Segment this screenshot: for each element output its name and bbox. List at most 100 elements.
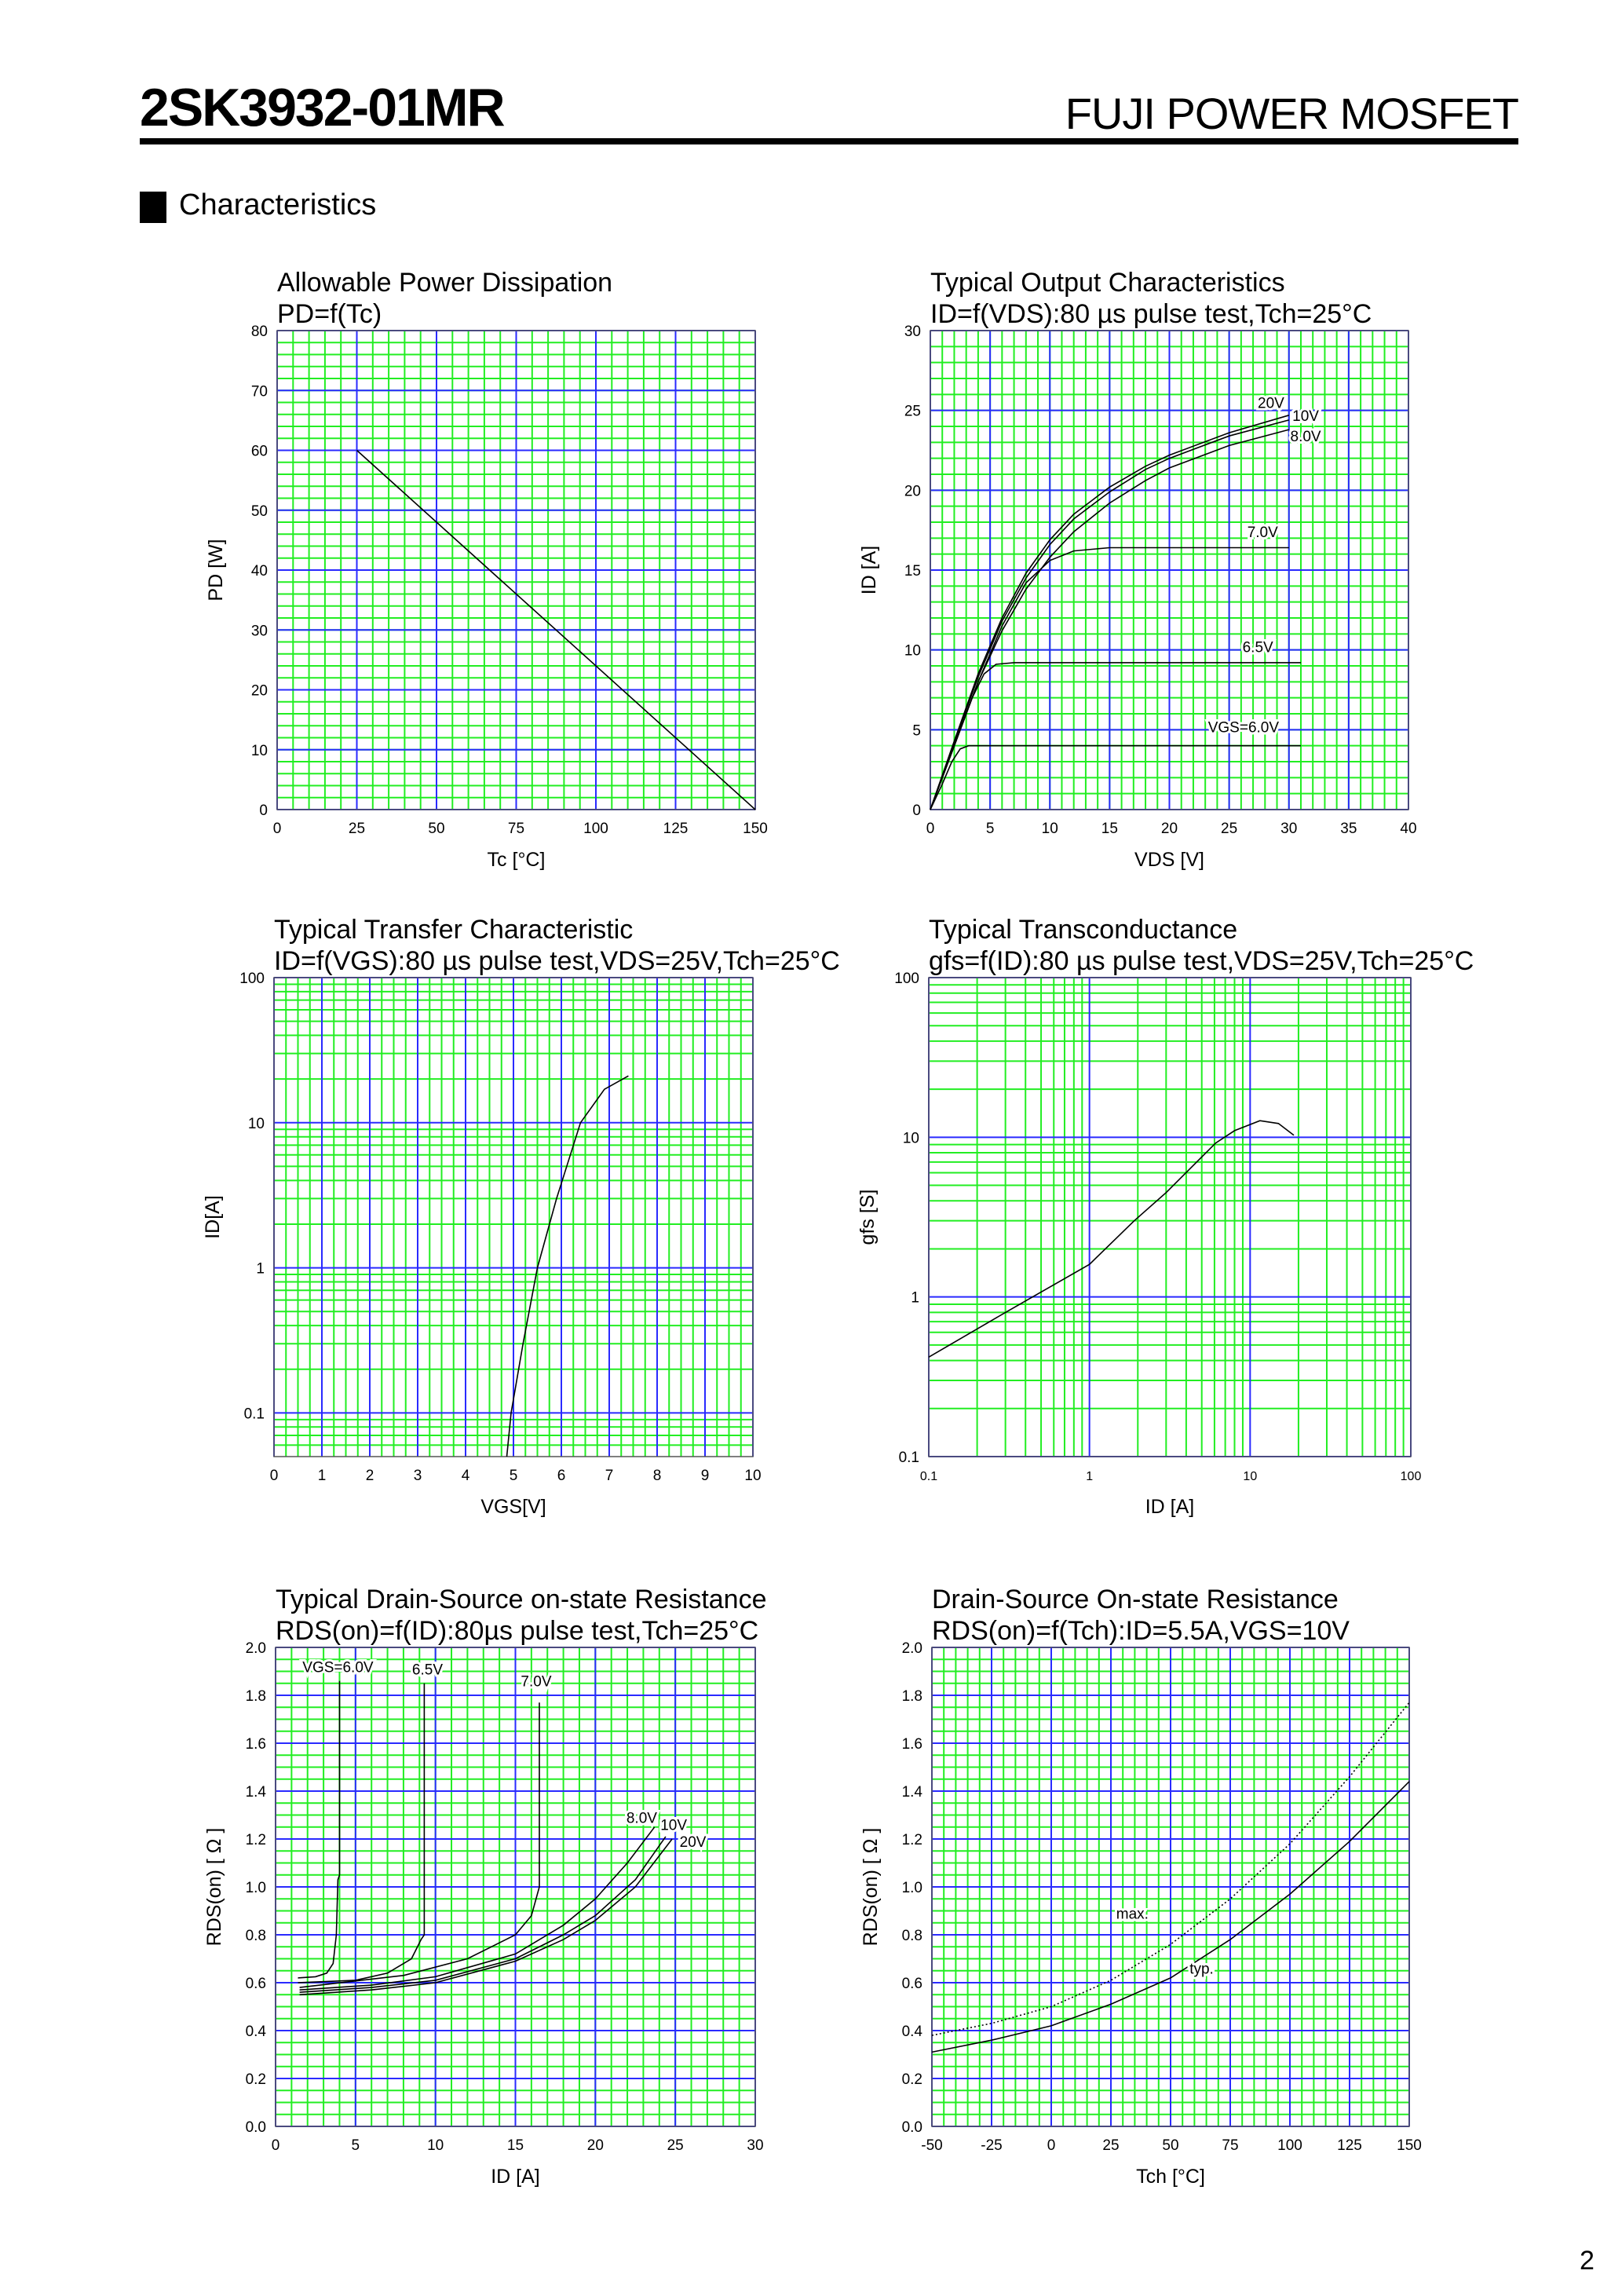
x-tick-label: 25 xyxy=(349,821,365,837)
series-curve-20v xyxy=(299,1838,673,1996)
x-tick-label: 50 xyxy=(428,821,444,837)
x-tick-label: 100 xyxy=(1277,2137,1302,2154)
y-tick-label: 0.4 xyxy=(902,2024,923,2040)
x-tick-label: 1 xyxy=(1086,1470,1093,1483)
chart-subtitle: gfs=f(ID):80 µs pulse test,VDS=25V,Tch=2… xyxy=(929,946,1474,976)
series-curve-vgs-6-0v xyxy=(930,744,1301,810)
y-tick-label: 20 xyxy=(251,683,268,700)
y-tick-label: 1.6 xyxy=(902,1736,922,1753)
y-tick-label: 30 xyxy=(251,623,268,639)
series-curve-typ xyxy=(931,1781,1410,2053)
y-tick-label: 1.4 xyxy=(902,1784,923,1801)
y-axis-label: ID[A] xyxy=(202,1195,224,1239)
x-tick-label: 10 xyxy=(744,1468,761,1484)
y-tick-label: 10 xyxy=(904,643,921,660)
x-tick-label: 9 xyxy=(701,1468,710,1484)
y-tick-label: 40 xyxy=(251,563,268,579)
y-tick-label: 100 xyxy=(894,971,919,987)
series-label: 20V xyxy=(1258,396,1284,412)
x-axis-label: Tc [°C] xyxy=(488,849,546,871)
y-tick-label: 10 xyxy=(248,1116,265,1132)
y-tick-label: 0 xyxy=(912,803,921,819)
plot-frame xyxy=(930,330,1409,810)
y-tick-label: 1.0 xyxy=(246,1880,266,1896)
series-label: 8.0V xyxy=(1291,429,1321,445)
plot-frame xyxy=(931,1647,1410,2127)
plot-frame xyxy=(928,977,1412,1457)
x-tick-label: 4 xyxy=(462,1468,470,1484)
y-tick-label: 0.8 xyxy=(902,1928,922,1944)
x-tick-label: 150 xyxy=(743,821,768,837)
x-tick-label: 125 xyxy=(1337,2137,1362,2154)
chart-subtitle: RDS(on)=f(ID):80µs pulse test,Tch=25°C xyxy=(276,1616,758,1646)
y-tick-label: 2.0 xyxy=(246,1640,266,1657)
x-tick-label: 15 xyxy=(507,2137,524,2154)
chart-6: -50 -25 0 25 50 75 100 125 150 0.0 0.2 0.4 0.6 0.8 1.0… xyxy=(860,1585,1422,2188)
header-rule xyxy=(140,138,1518,144)
chart-subtitle: ID=f(VGS):80 µs pulse test,VDS=25V,Tch=2… xyxy=(274,946,840,976)
x-tick-label: 75 xyxy=(1222,2137,1238,2154)
x-tick-label: 6 xyxy=(557,1468,566,1484)
y-tick-label: 1.0 xyxy=(902,1880,922,1896)
x-tick-label: 0 xyxy=(1047,2137,1056,2154)
x-tick-label: 125 xyxy=(663,821,689,837)
series-curve-8-0v xyxy=(930,429,1290,810)
y-axis-label: gfs [S] xyxy=(857,1190,879,1245)
plot-frame xyxy=(275,1647,756,2127)
x-tick-label: 20 xyxy=(587,2137,604,2154)
y-tick-label: 5 xyxy=(912,722,921,739)
y-tick-label: 0.0 xyxy=(902,2119,922,2136)
x-tick-label: 10 xyxy=(1042,821,1058,837)
y-axis-label: RDS(on) [ Ω ] xyxy=(860,1828,882,1947)
y-tick-label: 0.6 xyxy=(246,1976,266,1992)
x-tick-label: 0.1 xyxy=(920,1470,937,1483)
x-tick-label: 35 xyxy=(1340,821,1357,837)
series-curve xyxy=(928,1120,1295,1358)
y-tick-label: 0.2 xyxy=(246,2071,266,2088)
chart-title: Drain-Source On-state Resistance xyxy=(932,1585,1339,1614)
y-tick-label: 0.8 xyxy=(246,1928,266,1944)
y-tick-label: 1.6 xyxy=(246,1736,266,1753)
y-tick-label: 1.8 xyxy=(246,1688,266,1705)
chart-title: Typical Transconductance xyxy=(929,915,1237,945)
x-axis-label: ID [A] xyxy=(1145,1496,1195,1518)
y-axis-label: RDS(on) [ Ω ] xyxy=(203,1828,225,1947)
y-tick-label: 50 xyxy=(251,503,268,520)
x-tick-label: 25 xyxy=(667,2137,684,2154)
y-tick-label: 30 xyxy=(904,324,921,340)
y-tick-label: 0.6 xyxy=(902,1976,922,1992)
x-tick-label: 30 xyxy=(747,2137,763,2154)
chart-title: Typical Transfer Characteristic xyxy=(274,915,633,945)
page-number: 2 xyxy=(1580,2246,1595,2276)
part-number-title: 2SK3932-01MR xyxy=(140,78,506,137)
y-tick-label: 70 xyxy=(251,383,268,400)
chart-1: 0 25 50 75 100 125 150 0 10 20 30 40 50 60 70 80 Tc [°C]… xyxy=(205,268,768,871)
y-tick-label: 0 xyxy=(259,803,268,819)
x-tick-label: 0 xyxy=(272,2137,280,2154)
x-tick-label: -50 xyxy=(921,2137,942,2154)
x-tick-label: 5 xyxy=(986,821,995,837)
y-axis-label: PD [W] xyxy=(205,539,227,601)
x-tick-label: 8 xyxy=(653,1468,662,1484)
chart-subtitle: RDS(on)=f(Tch):ID=5.5A,VGS=10V xyxy=(932,1616,1350,1646)
chart-title: Typical Output Characteristics xyxy=(930,268,1285,298)
x-tick-label: 0 xyxy=(273,821,282,837)
y-tick-label: 1.2 xyxy=(246,1832,266,1848)
x-tick-label: 100 xyxy=(1401,1470,1422,1483)
x-tick-label: 10 xyxy=(427,2137,444,2154)
x-tick-label: 5 xyxy=(510,1468,518,1484)
x-tick-label: 25 xyxy=(1102,2137,1119,2154)
x-tick-label: 15 xyxy=(1101,821,1118,837)
x-tick-label: 3 xyxy=(414,1468,422,1484)
x-axis-label: Tch [°C] xyxy=(1136,2166,1205,2188)
y-tick-label: 0.1 xyxy=(899,1450,919,1466)
y-tick-label: 25 xyxy=(904,404,921,420)
x-tick-label: 0 xyxy=(926,821,935,837)
chart-title: Typical Drain-Source on-state Resistance xyxy=(276,1585,767,1614)
series-curve-6-5v xyxy=(930,662,1301,810)
series-curve-6-5v xyxy=(298,1683,426,1983)
series-curve-10v xyxy=(299,1836,667,1993)
series-curve-vgs-6-0v xyxy=(298,1680,341,1979)
y-tick-label: 15 xyxy=(904,563,921,579)
